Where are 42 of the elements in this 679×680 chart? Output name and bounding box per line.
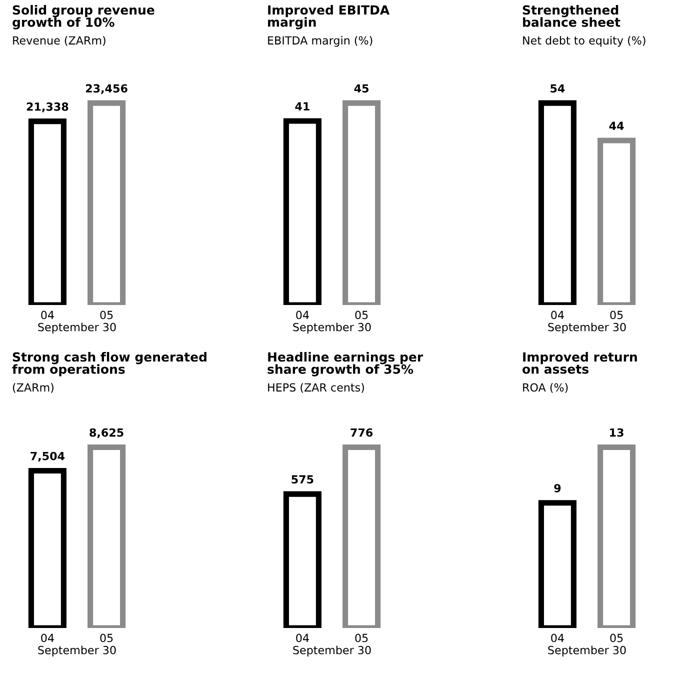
- chart-subtitle: Revenue (ZARm): [13, 36, 106, 46]
- x-tick-label: 04: [296, 634, 309, 642]
- x-tick-label: 04: [296, 310, 309, 320]
- data-label: 575: [292, 475, 314, 484]
- x-tick-label: 04: [551, 634, 564, 642]
- x-axis-title: September 30: [548, 646, 626, 656]
- data-label: 23,456: [86, 84, 128, 94]
- x-axis-title: September 30: [293, 322, 371, 334]
- x-axis-title: September 30: [38, 322, 116, 334]
- x-tick-label: 05: [100, 634, 113, 642]
- chart-subtitle: HEPS (ZAR cents): [268, 383, 364, 393]
- x-tick-label: 05: [100, 310, 113, 320]
- chart-subtitle: (ZARm): [12, 383, 54, 393]
- x-tick-label: 05: [355, 310, 368, 320]
- x-tick-label: 04: [41, 634, 54, 642]
- data-label: 44: [609, 122, 624, 130]
- chart-title: Strong cash flow generated from operations: [12, 352, 206, 376]
- data-label: 41: [295, 102, 310, 110]
- chart-subtitle: ROA (%): [523, 383, 568, 393]
- chart-title: Strengthened balance sheet: [522, 5, 620, 27]
- chart-subtitle: EBITDA margin (%): [268, 36, 372, 47]
- chart-title: Improved return on assets: [522, 352, 637, 374]
- x-tick-label: 05: [610, 634, 623, 642]
- data-label: 13: [610, 428, 624, 437]
- data-label: 45: [354, 84, 368, 93]
- chart-title: Headline earnings per share growth of 35%: [268, 352, 424, 376]
- x-tick-label: 04: [551, 310, 564, 320]
- x-axis-title: September 30: [293, 646, 371, 656]
- data-label: 776: [350, 428, 373, 437]
- data-label: 54: [550, 84, 565, 93]
- data-label: 9: [554, 484, 561, 492]
- x-tick-label: 05: [355, 634, 368, 642]
- x-tick-label: 05: [610, 310, 623, 320]
- chart-title: Improved EBITDA margin: [268, 5, 390, 30]
- x-tick-label: 04: [41, 310, 54, 320]
- chart-title: Solid group revenue growth of 10%: [12, 5, 154, 30]
- data-label: 21,338: [26, 102, 68, 112]
- chart-subtitle: Net debt to equity (%): [523, 36, 646, 47]
- x-axis-title: September 30: [548, 322, 626, 334]
- data-label: 8,625: [90, 428, 124, 438]
- data-label: 7,504: [30, 452, 65, 462]
- x-axis-title: September 30: [38, 646, 116, 656]
